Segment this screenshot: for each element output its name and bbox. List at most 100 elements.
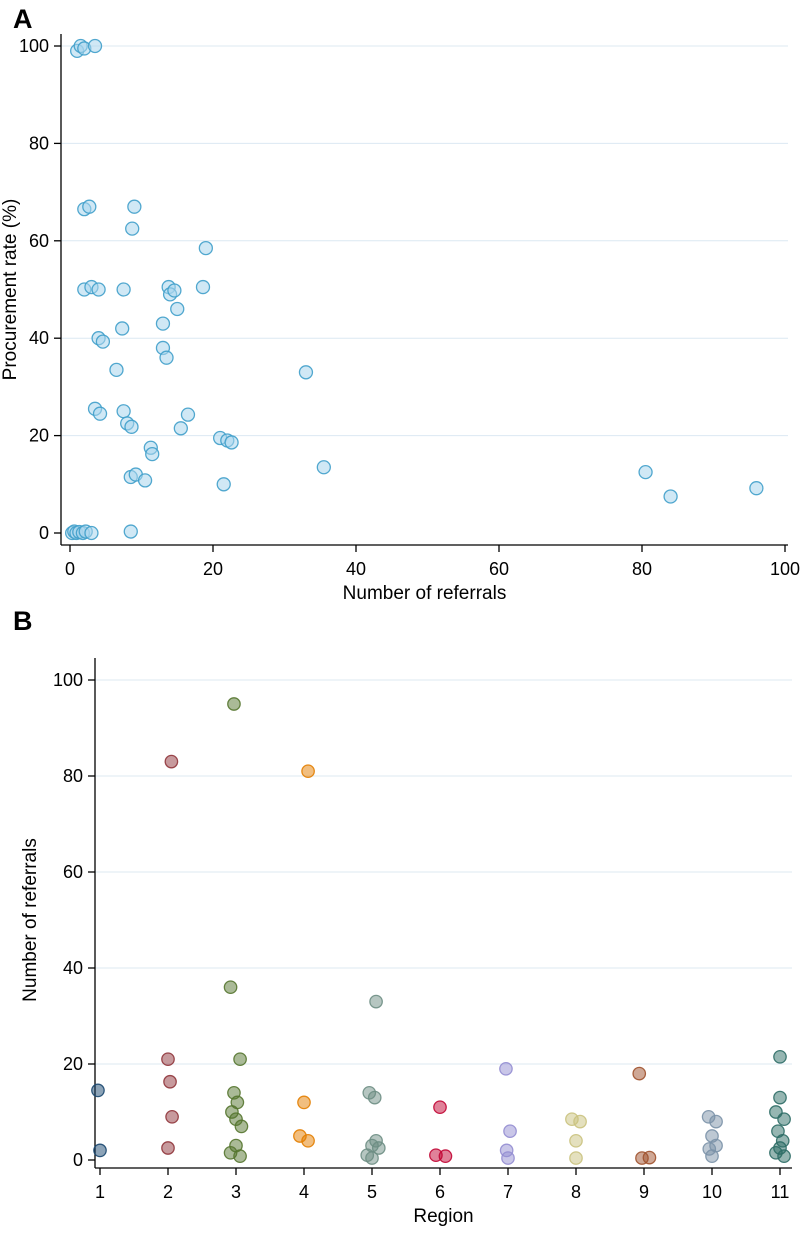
data-point <box>367 1090 382 1105</box>
data-point <box>145 446 160 462</box>
data-point <box>569 1151 583 1165</box>
data-point <box>92 406 108 421</box>
x-axis-title: Region <box>413 1206 473 1227</box>
data-point <box>137 473 153 488</box>
x-tick-label: 9 <box>639 1182 649 1202</box>
y-tick-label: 20 <box>29 426 49 446</box>
data-point <box>109 362 124 378</box>
data-point <box>301 764 315 779</box>
data-point <box>170 301 185 317</box>
data-point <box>297 1095 311 1110</box>
data-point <box>127 199 142 214</box>
data-point <box>777 1149 791 1164</box>
x-tick-label: 8 <box>571 1182 581 1202</box>
data-point <box>632 1066 647 1081</box>
data-point <box>91 1083 105 1098</box>
x-tick-label: 100 <box>770 559 800 579</box>
data-point <box>316 460 331 475</box>
data-point <box>371 1141 386 1155</box>
x-tick-label: 10 <box>702 1182 722 1202</box>
data-point <box>638 464 653 480</box>
data-point <box>369 994 383 1009</box>
y-tick-label: 0 <box>73 1150 83 1170</box>
data-point <box>503 1124 517 1139</box>
data-point <box>499 1061 513 1076</box>
data-point <box>123 524 138 539</box>
x-tick-label: 20 <box>203 559 223 579</box>
data-point <box>125 221 140 236</box>
data-point <box>198 240 214 256</box>
data-point <box>161 1052 175 1067</box>
data-point <box>91 282 106 297</box>
data-point <box>642 1150 657 1165</box>
x-tick-label: 6 <box>435 1182 445 1202</box>
data-point <box>84 525 99 541</box>
data-point <box>573 1114 587 1129</box>
data-point <box>161 1141 175 1155</box>
data-point <box>180 407 196 422</box>
data-point <box>116 404 131 419</box>
data-point <box>167 283 182 298</box>
x-tick-label: 5 <box>367 1182 377 1202</box>
data-point <box>233 1149 247 1164</box>
data-point <box>705 1149 719 1164</box>
x-tick-label: 7 <box>503 1182 513 1202</box>
y-tick-label: 100 <box>19 36 49 56</box>
data-point <box>773 1090 787 1105</box>
data-point <box>227 697 241 711</box>
panel-a-chart: 0 20 40 60 80 100 0 20 40 60 80 100 Number of referr… <box>0 34 800 600</box>
x-tick-label: 2 <box>163 1182 173 1202</box>
data-point <box>501 1151 515 1165</box>
data-point <box>365 1151 379 1165</box>
panel-b-label: B <box>13 606 33 636</box>
x-tick-label: 40 <box>346 559 366 579</box>
data-point <box>749 481 764 496</box>
data-point <box>433 1100 447 1115</box>
y-tick-label: 40 <box>29 328 49 348</box>
data-point <box>777 1112 791 1127</box>
y-tick-label: 40 <box>63 958 83 978</box>
y-tick-label: 0 <box>39 523 49 543</box>
data-point <box>569 1133 583 1148</box>
x-tick-label: 1 <box>95 1182 105 1202</box>
data-point <box>164 754 179 769</box>
x-tick-label: 80 <box>632 559 652 579</box>
x-tick-label: 4 <box>299 1182 309 1202</box>
data-point <box>301 1133 315 1148</box>
data-point <box>116 282 131 297</box>
y-axis-title: Procurement rate (%) <box>0 199 21 381</box>
data-point <box>159 350 174 365</box>
y-tick-label: 100 <box>53 670 83 690</box>
data-point <box>709 1114 723 1129</box>
data-point <box>195 279 211 295</box>
x-tick-label: 11 <box>771 1182 790 1202</box>
data-point <box>298 365 314 380</box>
x-tick-label: 0 <box>65 559 75 579</box>
x-tick-label: 3 <box>231 1182 241 1202</box>
y-tick-label: 20 <box>63 1054 83 1074</box>
data-point <box>82 199 97 214</box>
data-point <box>773 1049 787 1064</box>
data-point <box>155 316 171 331</box>
data-point <box>663 489 678 504</box>
data-point <box>224 435 239 450</box>
data-point <box>223 980 238 995</box>
data-point <box>438 1149 453 1164</box>
data-point <box>173 421 188 436</box>
data-point <box>216 477 231 492</box>
data-point <box>115 321 130 336</box>
data-point <box>93 1143 107 1158</box>
x-tick-label: 60 <box>489 559 509 579</box>
y-tick-label: 60 <box>29 231 49 251</box>
data-point <box>165 1109 179 1124</box>
data-point <box>87 38 103 54</box>
y-axis-title: Number of referrals <box>20 838 41 1002</box>
data-point <box>124 419 139 434</box>
y-tick-label: 80 <box>29 133 49 153</box>
data-point <box>163 1074 177 1089</box>
data-point <box>234 1119 249 1134</box>
y-tick-label: 60 <box>63 862 83 882</box>
x-axis-title: Number of referrals <box>343 583 507 600</box>
panel-a-label: A <box>13 4 33 34</box>
